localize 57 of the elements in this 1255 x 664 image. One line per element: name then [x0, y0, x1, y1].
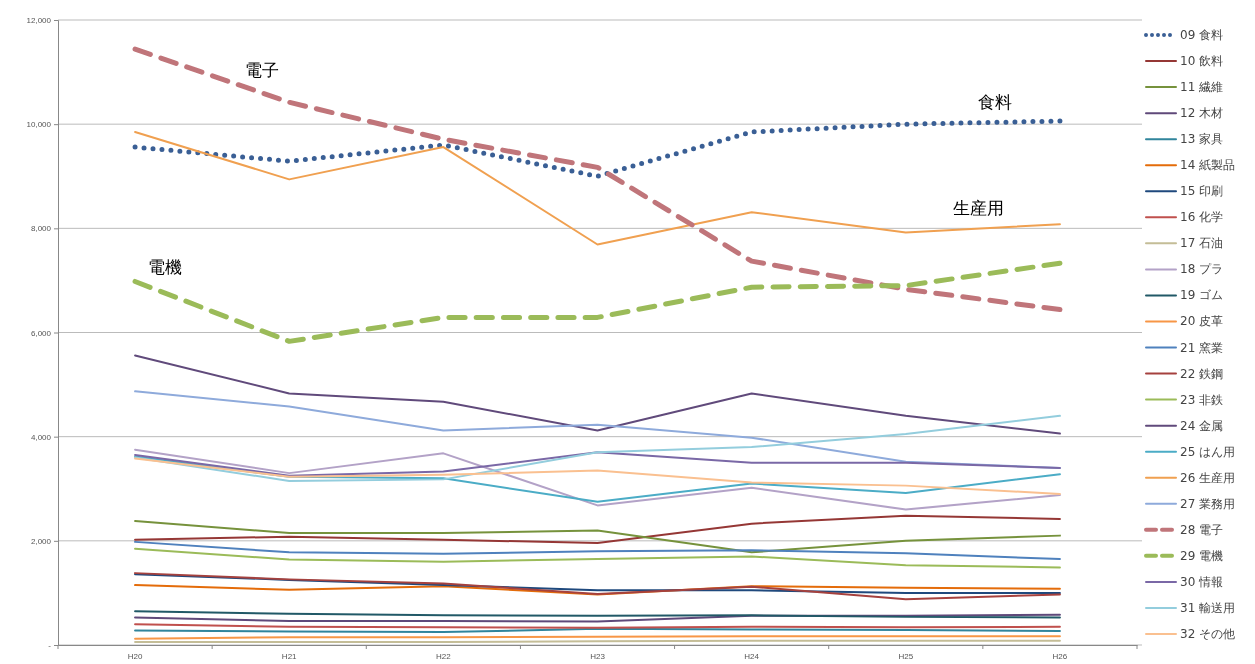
line-series	[134, 354, 1061, 435]
y-tick-label: 12,000	[26, 16, 52, 26]
legend-label: 31 輸送用	[1180, 600, 1236, 615]
legend-label: 13 家具	[1180, 132, 1224, 147]
line-series	[134, 572, 1061, 601]
line-series	[134, 455, 1061, 503]
line-series	[134, 514, 1061, 544]
line-series	[134, 414, 1061, 482]
legend-label: 17 石油	[1180, 236, 1224, 251]
line-series	[134, 540, 1061, 561]
y-tick-label: 8,000	[30, 224, 52, 234]
legend-label: 19 ゴム	[1180, 288, 1224, 303]
legend-label: 24 金属	[1180, 418, 1224, 433]
y-tick-label: -	[48, 641, 52, 651]
annotation: 電機	[148, 257, 182, 277]
legend-label: 10 飲料	[1180, 54, 1224, 69]
legend-label: 12 木材	[1180, 106, 1224, 121]
legend-label: 20 皮革	[1180, 314, 1224, 329]
y-tick-label: 10,000	[26, 120, 52, 130]
x-tick-label: H21	[281, 651, 298, 661]
x-tick-label: H22	[436, 651, 452, 661]
line-series	[134, 130, 1061, 246]
line-series	[134, 547, 1061, 569]
legend-label: 09 食料	[1180, 28, 1224, 42]
x-tick-label: H25	[898, 651, 914, 661]
legend-label: 26 生産用	[1180, 470, 1236, 485]
y-tick-label: 4,000	[30, 432, 52, 442]
legend-label: 14 紙製品	[1180, 158, 1236, 173]
annotation: 電子	[245, 60, 279, 80]
legend-label: 21 窯業	[1180, 340, 1224, 355]
x-tick-label: H23	[590, 651, 606, 661]
x-tick-label: H24	[744, 651, 760, 661]
x-tick-label: H26	[1052, 651, 1068, 661]
legend-label: 18 プラ	[1180, 262, 1224, 277]
legend-label: 27 業務用	[1180, 496, 1236, 511]
line-series	[134, 573, 1061, 594]
legend-label: 30 情報	[1180, 574, 1224, 589]
legend-label: 22 鉄鋼	[1180, 366, 1224, 381]
legend-label: 25 はん用	[1180, 444, 1236, 459]
legend-label: 29 電機	[1180, 548, 1224, 563]
legend-label: 23 非鉄	[1180, 392, 1224, 407]
line-series	[134, 448, 1061, 511]
x-tick-label: H20	[127, 651, 143, 661]
legend-label: 28 電子	[1180, 522, 1224, 537]
legend-label: 16 化学	[1180, 210, 1224, 225]
y-tick-label: 6,000	[30, 328, 52, 338]
annotation: 食料	[978, 92, 1012, 112]
y-tick-label: 2,000	[30, 536, 52, 546]
line-series	[134, 584, 1061, 596]
legend-label: 15 印刷	[1180, 184, 1224, 199]
legend-label: 32 その他	[1180, 626, 1236, 641]
line-series	[134, 457, 1061, 495]
line-series	[134, 610, 1061, 619]
line-series	[134, 520, 1061, 554]
annotation: 生産用	[952, 198, 1004, 218]
legend-label: 11 繊維	[1180, 80, 1224, 95]
line-series	[134, 451, 1061, 477]
